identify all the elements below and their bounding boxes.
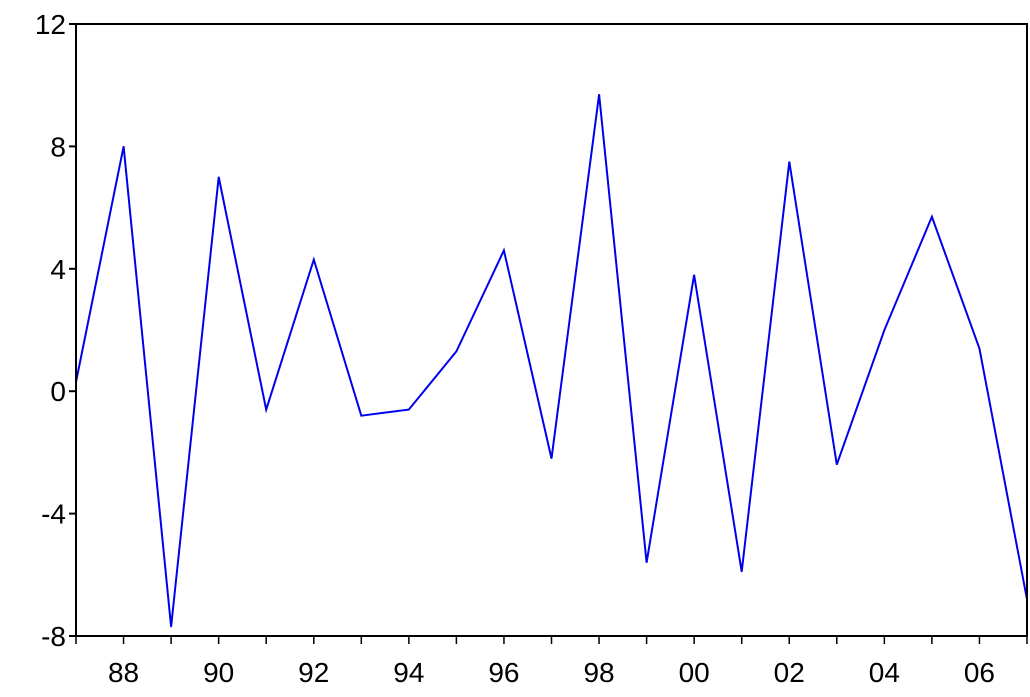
x-tick-label: 04	[869, 657, 900, 688]
y-tick-label: 12	[35, 9, 66, 40]
data-point	[123, 145, 125, 147]
x-tick-label: 06	[964, 657, 995, 688]
data-point	[170, 626, 172, 628]
data-point	[741, 571, 743, 573]
data-point	[218, 176, 220, 178]
x-tick-label: 96	[488, 657, 519, 688]
y-tick-label: 0	[50, 376, 66, 407]
data-point	[836, 464, 838, 466]
x-tick-label: 88	[108, 657, 139, 688]
data-point	[931, 216, 933, 218]
x-tick-label: 02	[774, 657, 805, 688]
data-point	[646, 562, 648, 564]
x-tick-label: 00	[679, 657, 710, 688]
data-point	[265, 409, 267, 411]
data-point	[598, 93, 600, 95]
data-point	[788, 161, 790, 163]
y-tick-label: 8	[50, 131, 66, 162]
y-tick-label: 4	[50, 254, 66, 285]
series-layer	[75, 93, 1028, 628]
x-tick-label: 94	[393, 657, 424, 688]
x-tick-label: 92	[298, 657, 329, 688]
data-point	[313, 259, 315, 261]
data-point	[455, 350, 457, 352]
x-tick-label: 98	[583, 657, 614, 688]
series-line	[75, 94, 1028, 627]
data-point	[503, 249, 505, 251]
y-tick-label: -4	[41, 499, 66, 530]
y-tick-label: -8	[41, 621, 66, 652]
data-point	[408, 409, 410, 411]
data-point	[978, 347, 980, 349]
data-point	[360, 415, 362, 417]
y-axis-ticks: 12 8 4 0 -4 -8	[35, 9, 76, 652]
data-point	[693, 274, 695, 276]
data-point	[551, 458, 552, 460]
plot-frame	[75, 23, 1028, 637]
data-point	[883, 329, 885, 331]
x-tick-label: 90	[203, 657, 234, 688]
x-axis-ticks: 88 90 92 94 96 98 00 02 04 06	[75, 636, 1028, 688]
